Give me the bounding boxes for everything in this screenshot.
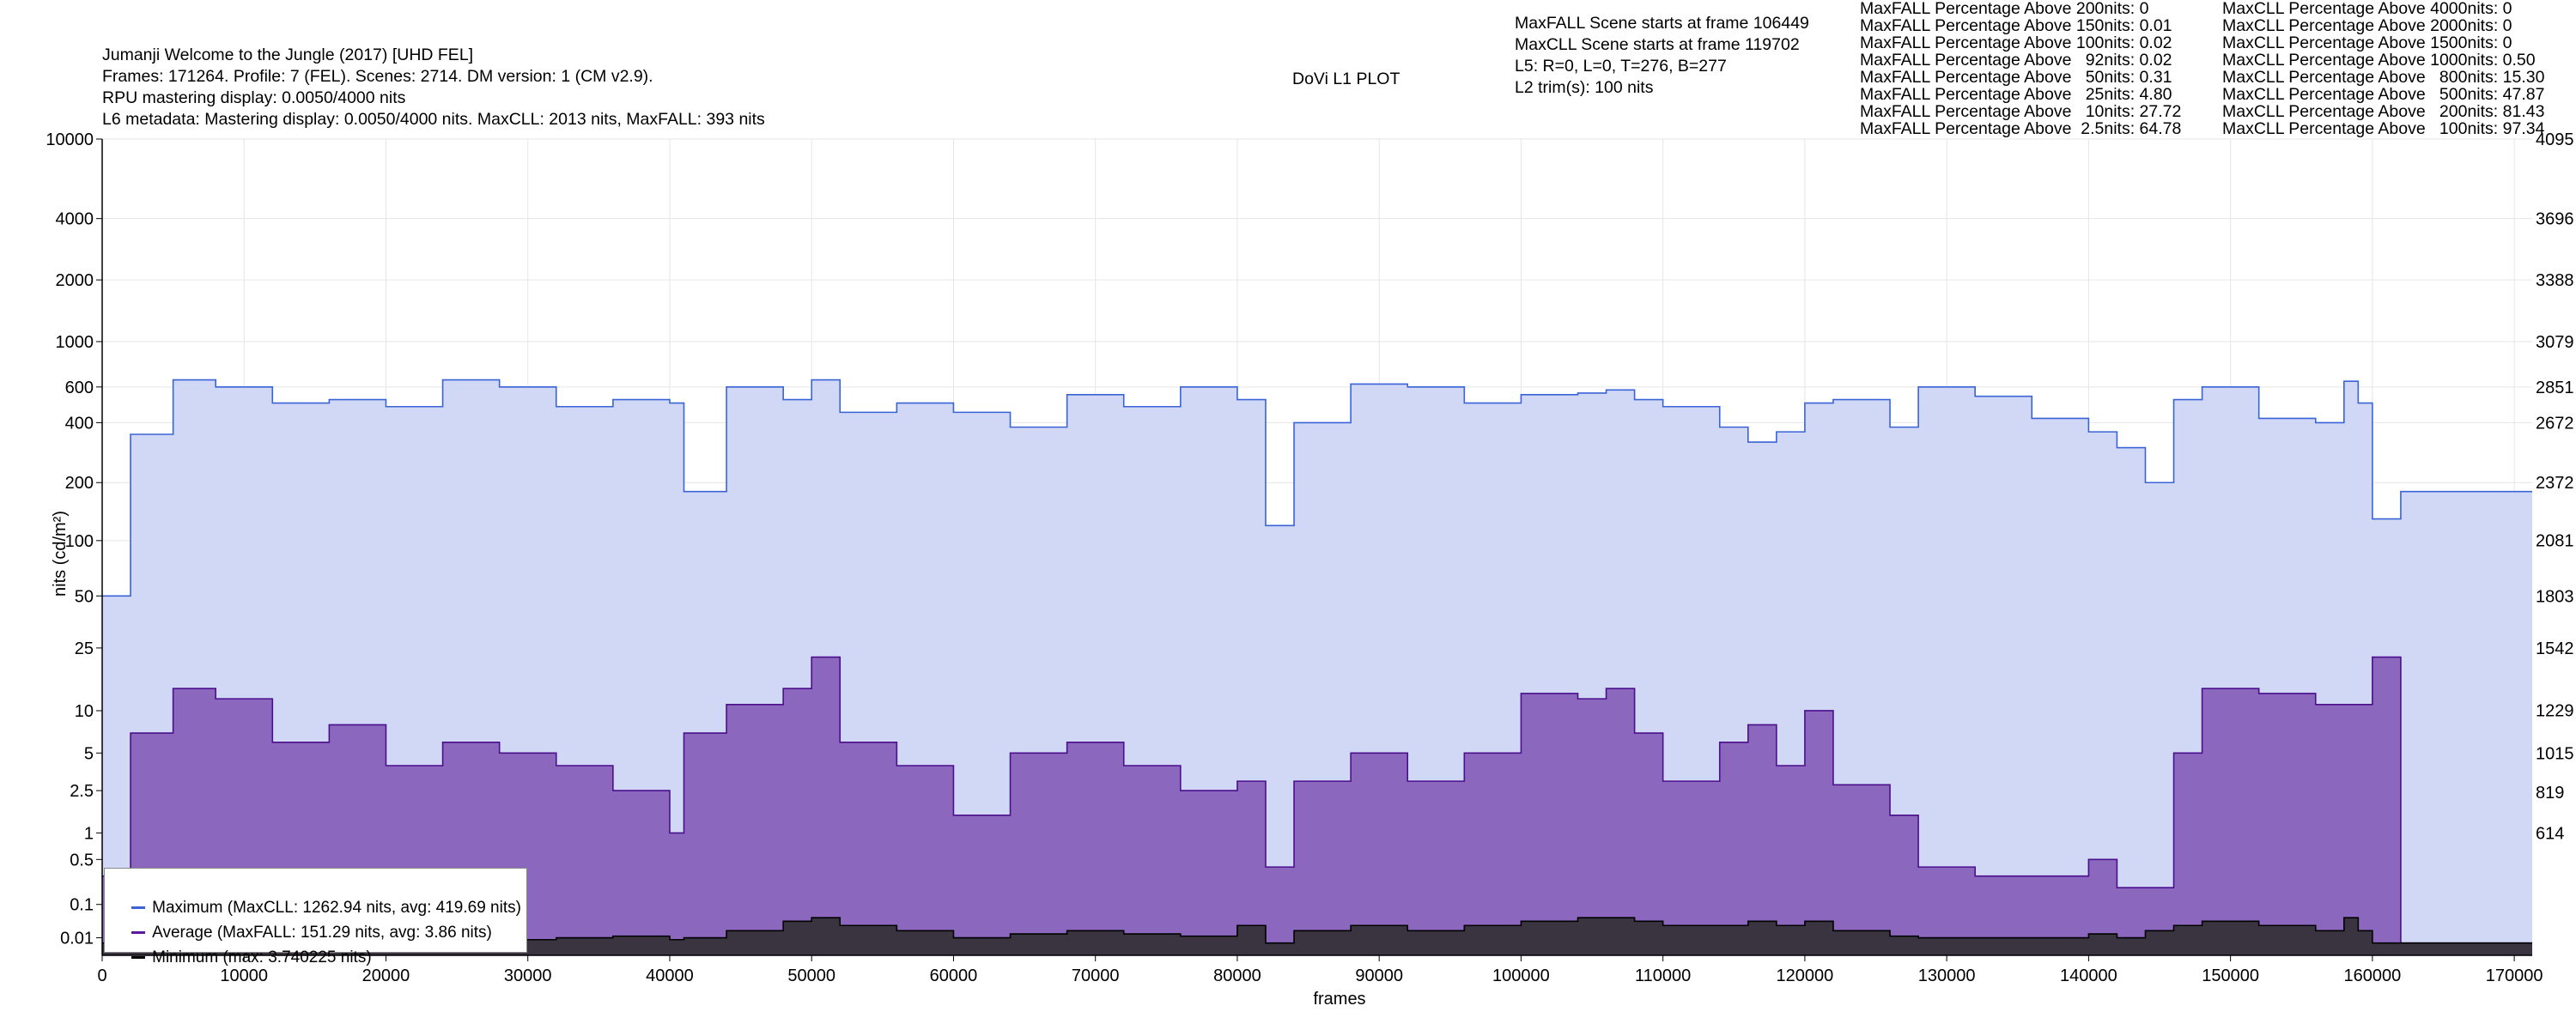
title-line: Jumanji Welcome to the Jungle (2017) [UH… [102,45,474,64]
x-tick-labels: 0 10000 20000 30000 40000 50000 60000 70000 8000… [97,955,2543,985]
legend-item-average: Average (MaxFALL: 151.29 nits, avg: 3.86… [113,902,492,942]
scene-info-maxfall: MaxFALL Scene starts at frame 106449 [1515,14,1809,33]
maxcll-stat: MaxCLL Percentage Above 1000nits: 0.50 [2222,51,2536,70]
y-tick-label: 4000 [56,210,94,229]
y-right-tick-label: 2851 [2536,379,2574,397]
y-right-tick-label: 819 [2536,784,2564,803]
y-tick-label: 1000 [56,333,94,352]
series-minimum-line [102,917,2532,944]
y-tick-label: 50 [75,587,94,606]
y-tick-label: 2000 [56,271,94,290]
y-right-tick-label: 1542 [2536,639,2574,658]
y-right-tick-label: 3079 [2536,333,2574,352]
x-axis-label: frames [1313,990,1365,1009]
scene-info-maxcll: MaxCLL Scene starts at frame 119702 [1515,35,1800,54]
legend-item-maximum: Maximum (MaxCLL: 1262.94 nits, avg: 419.… [113,877,521,917]
x-tick-label: 140000 [2060,966,2117,985]
y-right-tick-label: 3696 [2536,210,2574,229]
y-tick-label: 1 [84,824,94,843]
maxfall-stat: MaxFALL Percentage Above 150nits: 0.01 [1860,16,2172,35]
x-tick-label: 150000 [2202,966,2259,985]
maxcll-stat: MaxCLL Percentage Above 200nits: 81.43 [2222,102,2545,121]
maxcll-stat: MaxCLL Percentage Above 800nits: 15.30 [2222,68,2545,87]
legend-swatch-average [131,931,146,935]
x-tick-label: 170000 [2486,966,2543,985]
y-tick-label: 0.1 [70,896,94,915]
x-tick-label: 70000 [1072,966,1120,985]
y-tick-label: 2.5 [70,782,94,801]
maxcll-stat: MaxCLL Percentage Above 100nits: 97.34 [2222,119,2545,138]
legend: Maximum (MaxCLL: 1262.94 nits, avg: 419.… [104,868,527,966]
y-tick-label: 600 [65,379,94,397]
y-left-tick-labels: 10000 4000 2000 1000 600 400 200 100 50 25 10 5 2.5 1… [46,130,102,948]
x-tick-label: 10000 [220,966,268,985]
legend-label-maximum: Maximum (MaxCLL: 1262.94 nits, avg: 419.… [152,899,521,917]
y-right-tick-label: 1229 [2536,702,2574,721]
axes [101,139,2532,956]
y-right-tick-label: 2372 [2536,474,2574,493]
x-tick-label: 120000 [1777,966,1834,985]
legend-swatch-maximum [131,906,146,910]
x-tick-label: 50000 [787,966,835,985]
x-tick-label: 160000 [2343,966,2401,985]
y-tick-label: 10000 [46,130,94,149]
x-tick-label: 40000 [646,966,694,985]
y-tick-label: 0.01 [60,930,94,948]
series-average-area [102,657,2532,955]
y-right-tick-label: 614 [2536,824,2564,843]
scene-info-l5: L5: R=0, L=0, T=276, B=277 [1515,57,1727,76]
legend-item-minimum: Minimum (max: 3.740225 nits) [113,927,372,966]
maxfall-stat: MaxFALL Percentage Above 92nits: 0.02 [1860,51,2172,70]
y-tick-label: 10 [75,702,94,721]
series-layer [102,379,2532,955]
maxcll-stat: MaxCLL Percentage Above 4000nits: 0 [2222,0,2512,18]
y-right-tick-label: 4095 [2536,130,2574,149]
maxfall-stat: MaxFALL Percentage Above 2.5nits: 64.78 [1860,119,2182,138]
scene-info-l2: L2 trim(s): 100 nits [1515,78,1654,97]
y-right-tick-label: 2672 [2536,414,2574,433]
legend-swatch-minimum [131,956,146,960]
x-tick-label: 110000 [1635,966,1691,985]
maxfall-stat: MaxFALL Percentage Above 200nits: 0 [1860,0,2149,18]
y-right-tick-label: 3388 [2536,271,2574,290]
legend-label-average: Average (MaxFALL: 151.29 nits, avg: 3.86… [152,924,492,942]
x-tick-label: 60000 [930,966,978,985]
y-tick-label: 100 [65,532,94,551]
y-right-tick-labels: 4095 3696 3388 3079 2851 2672 2372 2081 1803 1542… [2536,130,2574,843]
x-tick-label: 100000 [1492,966,1550,985]
y-tick-label: 200 [65,474,94,493]
series-average-line [102,656,2532,944]
x-tick-label: 90000 [1355,966,1403,985]
l6-line: L6 metadata: Mastering display: 0.0050/4… [102,110,765,129]
y-tick-label: 5 [84,744,94,763]
y-tick-label: 400 [65,414,94,433]
maxcll-stat: MaxCLL Percentage Above 500nits: 47.87 [2222,85,2545,104]
frames-line: Frames: 171264. Profile: 7 (FEL). Scenes… [102,67,653,86]
series-minimum-area [102,918,2532,955]
maxfall-stat: MaxFALL Percentage Above 100nits: 0.02 [1860,33,2172,52]
y-right-tick-label: 1803 [2536,587,2574,606]
maxcll-stat: MaxCLL Percentage Above 2000nits: 0 [2222,16,2512,35]
y-right-tick-label: 1015 [2536,744,2574,763]
x-tick-label: 0 [97,966,106,985]
rpu-line: RPU mastering display: 0.0050/4000 nits [102,88,406,107]
y-tick-label: 25 [75,639,94,658]
x-tick-label: 30000 [504,966,552,985]
legend-label-minimum: Minimum (max: 3.740225 nits) [152,948,372,966]
maxfall-stat: MaxFALL Percentage Above 50nits: 0.31 [1860,68,2172,87]
y-axis-label: nits (cd/m²) [51,511,70,597]
y-tick-label: 0.5 [70,851,94,869]
x-tick-label: 20000 [362,966,410,985]
x-tick-label: 130000 [1918,966,1976,985]
maxfall-stat: MaxFALL Percentage Above 25nits: 4.80 [1860,85,2172,104]
maxcll-stat: MaxCLL Percentage Above 1500nits: 0 [2222,33,2512,52]
y-right-tick-label: 2081 [2536,532,2574,551]
maxfall-stat: MaxFALL Percentage Above 10nits: 27.72 [1860,102,2182,121]
series-maximum-line [102,379,2532,597]
chart-title: DoVi L1 PLOT [1292,70,1400,88]
x-tick-label: 80000 [1213,966,1261,985]
